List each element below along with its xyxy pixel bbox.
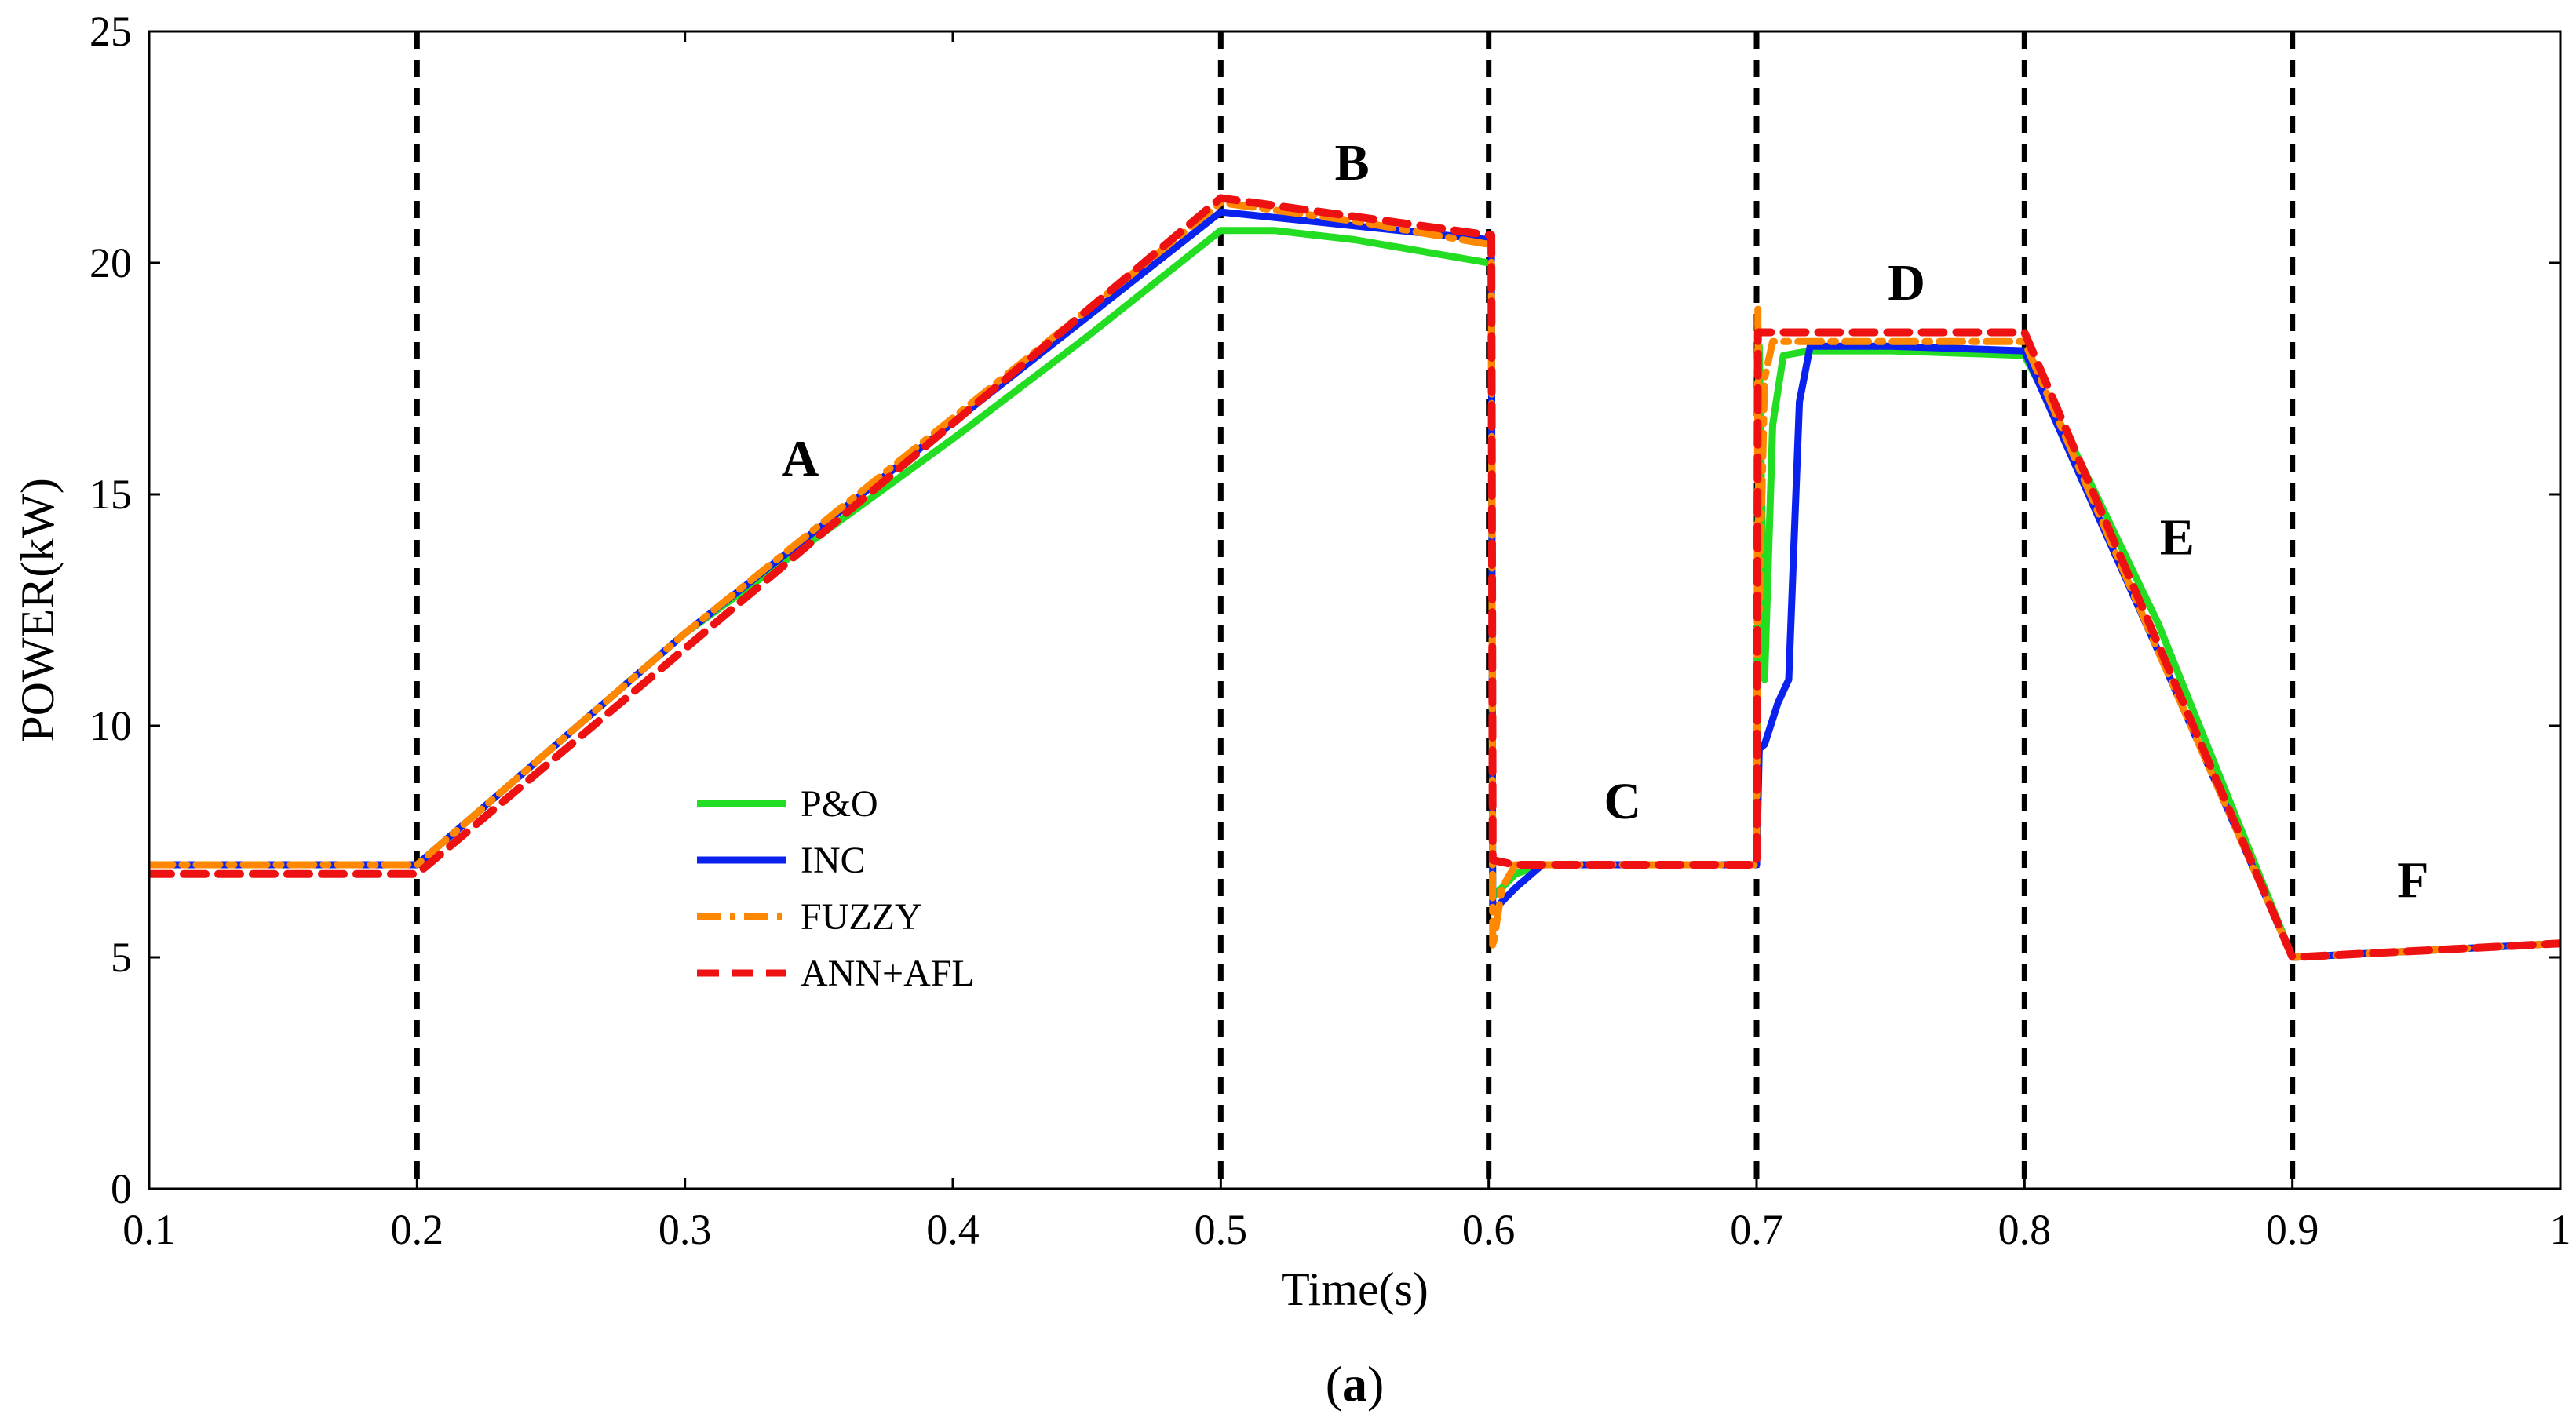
caption-letter: a — [1342, 1356, 1367, 1412]
caption-open: ( — [1326, 1356, 1342, 1412]
y-tick-label: 0 — [111, 1165, 132, 1212]
legend: P&O INC FUZZY ANN+AFL — [697, 783, 975, 994]
y-axis-label: POWER(kW) — [12, 478, 64, 742]
legend-label: INC — [801, 840, 866, 881]
caption-close: ) — [1367, 1356, 1384, 1412]
y-tick-label: 10 — [89, 702, 132, 749]
region-labels: A B C D E F — [782, 134, 2429, 909]
y-tick-label: 15 — [89, 471, 132, 518]
series-group — [149, 194, 2560, 961]
region-label-b: B — [1335, 134, 1370, 191]
legend-label: P&O — [801, 783, 878, 825]
x-tick-label: 0.5 — [1195, 1206, 1248, 1253]
x-tick-label: 0.8 — [1998, 1206, 2052, 1253]
region-label-c: C — [1604, 773, 1641, 830]
region-label-e: E — [2160, 509, 2195, 567]
figure-caption: (a) — [1326, 1356, 1385, 1412]
y-tick-label: 25 — [89, 8, 132, 55]
legend-label: ANN+AFL — [801, 953, 975, 994]
x-tick-label: 0.4 — [926, 1206, 980, 1253]
x-tick-label: 0.3 — [659, 1206, 712, 1253]
plot-background — [149, 31, 2560, 1189]
x-tick-label: 0.9 — [2266, 1206, 2319, 1253]
plot-frame — [148, 30, 2562, 1190]
series-line-ann-afl — [149, 194, 2560, 961]
legend-label: FUZZY — [801, 896, 922, 938]
x-tick-label: 0.1 — [122, 1206, 176, 1253]
x-tick-label: 0.6 — [1462, 1206, 1516, 1253]
x-tick-label: 0.7 — [1730, 1206, 1783, 1253]
x-tick-label: 1 — [2550, 1206, 2571, 1253]
y-tick-label: 20 — [89, 239, 132, 286]
region-label-a: A — [782, 430, 819, 487]
region-label-d: D — [1888, 254, 1925, 312]
x-tick-label: 0.2 — [391, 1206, 444, 1253]
x-axis-label: Time(s) — [1281, 1263, 1428, 1315]
region-label-f: F — [2397, 851, 2428, 909]
y-tick-label: 5 — [111, 934, 132, 981]
